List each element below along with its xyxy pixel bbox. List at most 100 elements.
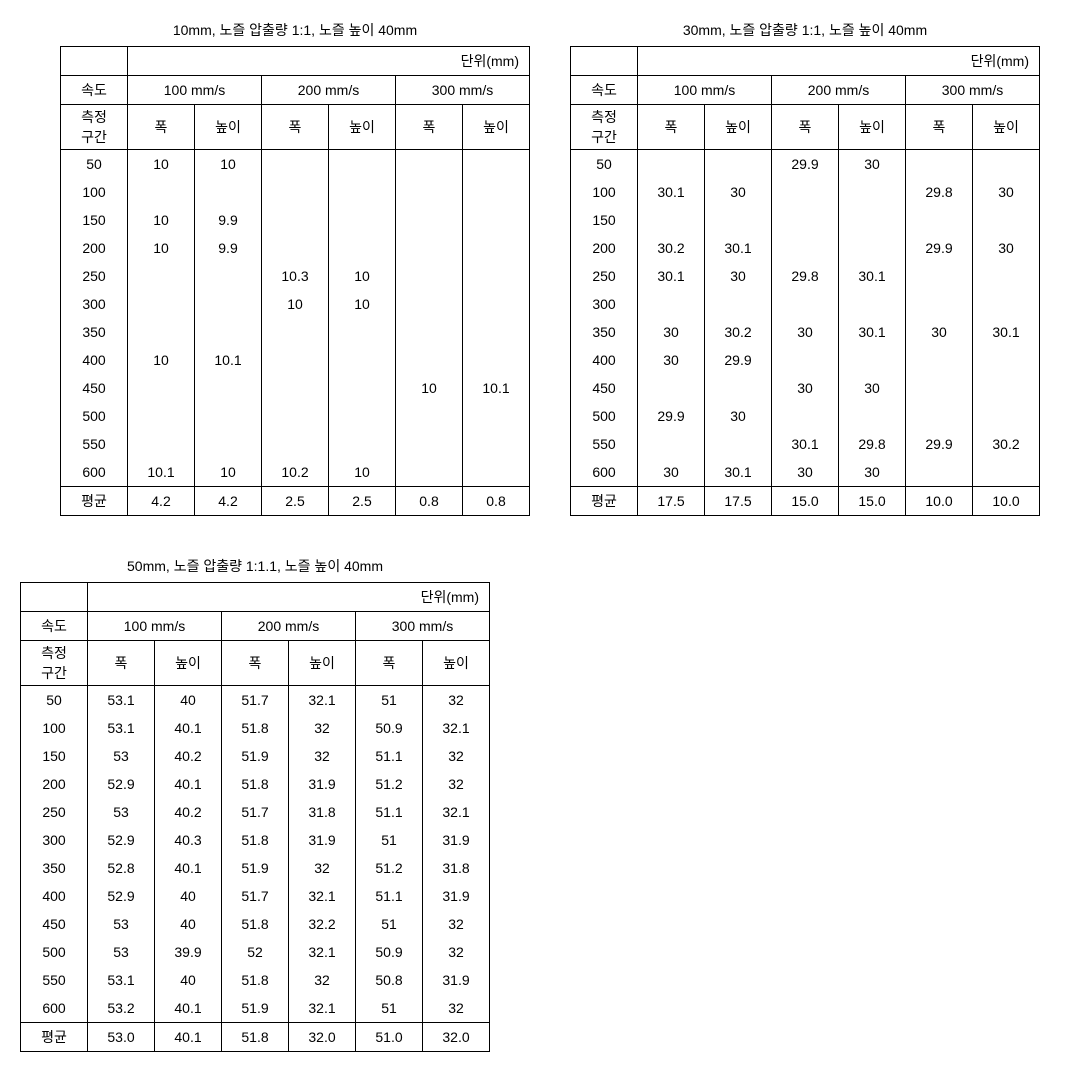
data-cell: [329, 206, 396, 234]
interval-label: 400: [21, 882, 88, 910]
data-cell: 29.9: [638, 402, 705, 430]
blank-header-cell: [21, 583, 88, 612]
data-cell: 30.2: [705, 318, 772, 346]
data-cell: 10: [128, 150, 195, 179]
data-cell: 32.1: [423, 798, 490, 826]
data-cell: [906, 346, 973, 374]
average-cell: 10.0: [906, 487, 973, 516]
interval-label: 150: [61, 206, 128, 234]
data-cell: [973, 346, 1040, 374]
interval-label: 300: [21, 826, 88, 854]
height-header: 높이: [463, 105, 530, 150]
speed-column-header: 200 mm/s: [222, 612, 356, 641]
interval-label: 250: [61, 262, 128, 290]
data-cell: [705, 206, 772, 234]
data-cell: 10: [329, 290, 396, 318]
data-cell: [839, 402, 906, 430]
data-cell: [329, 346, 396, 374]
interval-label: 600: [571, 458, 638, 487]
data-cell: [396, 402, 463, 430]
data-cell: 52.9: [88, 826, 155, 854]
data-cell: 30: [772, 458, 839, 487]
section-header: 측정구간: [61, 105, 128, 150]
data-cell: [973, 374, 1040, 402]
interval-label: 550: [571, 430, 638, 458]
interval-label: 300: [571, 290, 638, 318]
data-cell: 40.1: [155, 714, 222, 742]
data-row: 2505340.251.731.851.132.1: [21, 798, 490, 826]
average-label: 평균: [61, 487, 128, 516]
data-cell: 29.8: [906, 178, 973, 206]
data-cell: [195, 262, 262, 290]
data-cell: 32: [289, 714, 356, 742]
data-cell: 30: [705, 262, 772, 290]
data-cell: 30.2: [638, 234, 705, 262]
interval-label: 400: [61, 346, 128, 374]
data-cell: 32.1: [289, 994, 356, 1023]
data-cell: [396, 318, 463, 346]
data-cell: [195, 374, 262, 402]
data-cell: 51.2: [356, 854, 423, 882]
data-cell: 10: [128, 206, 195, 234]
data-cell: [906, 262, 973, 290]
data-cell: [772, 178, 839, 206]
data-cell: 40.1: [155, 994, 222, 1023]
data-cell: 31.9: [289, 826, 356, 854]
data-cell: 30: [839, 374, 906, 402]
interval-label: 500: [61, 402, 128, 430]
data-cell: [638, 430, 705, 458]
section-header: 측정구간: [571, 105, 638, 150]
data-cell: 51.7: [222, 882, 289, 910]
section-header: 측정구간: [21, 641, 88, 686]
data-cell: [906, 458, 973, 487]
data-cell: [463, 150, 530, 179]
data-row: 4503030: [571, 374, 1040, 402]
average-row: 평균4.24.22.52.50.80.8: [61, 487, 530, 516]
data-cell: 30.1: [839, 262, 906, 290]
interval-label: 50: [61, 150, 128, 179]
data-cell: 29.9: [906, 234, 973, 262]
average-cell: 32.0: [423, 1023, 490, 1052]
interval-label: 450: [61, 374, 128, 402]
data-table-block: 10mm, 노즐 압출량 1:1, 노즐 높이 40mm단위(mm)속도100 …: [60, 20, 530, 516]
data-cell: 32: [423, 910, 490, 938]
table-title: 10mm, 노즐 압출량 1:1, 노즐 높이 40mm: [60, 20, 530, 40]
data-cell: [906, 150, 973, 179]
data-cell: 50.8: [356, 966, 423, 994]
data-cell: 50.9: [356, 714, 423, 742]
interval-label: 100: [61, 178, 128, 206]
data-cell: 40: [155, 910, 222, 938]
data-cell: 51: [356, 826, 423, 854]
data-cell: [329, 402, 396, 430]
width-header: 폭: [906, 105, 973, 150]
speed-column-header: 300 mm/s: [356, 612, 490, 641]
data-row: 35052.840.151.93251.231.8: [21, 854, 490, 882]
data-cell: [195, 178, 262, 206]
data-cell: 10: [195, 458, 262, 487]
data-cell: 10.1: [128, 458, 195, 487]
speed-column-header: 300 mm/s: [396, 76, 530, 105]
measurement-table: 단위(mm)속도100 mm/s200 mm/s300 mm/s측정구간폭높이폭…: [60, 46, 530, 516]
data-cell: 32.1: [289, 686, 356, 715]
data-cell: 52.8: [88, 854, 155, 882]
measurement-table: 단위(mm)속도100 mm/s200 mm/s300 mm/s측정구간폭높이폭…: [20, 582, 490, 1052]
data-cell: 40.2: [155, 798, 222, 826]
average-cell: 17.5: [705, 487, 772, 516]
data-row: 500: [61, 402, 530, 430]
data-cell: 10: [262, 290, 329, 318]
height-header: 높이: [329, 105, 396, 150]
data-cell: 30: [772, 318, 839, 346]
interval-label: 350: [21, 854, 88, 882]
data-row: 450534051.832.25132: [21, 910, 490, 938]
interval-label: 550: [21, 966, 88, 994]
data-cell: [329, 150, 396, 179]
width-header: 폭: [772, 105, 839, 150]
data-cell: [396, 262, 463, 290]
speed-column-header: 100 mm/s: [128, 76, 262, 105]
data-cell: [195, 430, 262, 458]
data-cell: 30: [973, 234, 1040, 262]
width-header: 폭: [262, 105, 329, 150]
data-row: 6003030.13030: [571, 458, 1040, 487]
data-row: 3503030.23030.13030.1: [571, 318, 1040, 346]
data-cell: 32: [423, 742, 490, 770]
